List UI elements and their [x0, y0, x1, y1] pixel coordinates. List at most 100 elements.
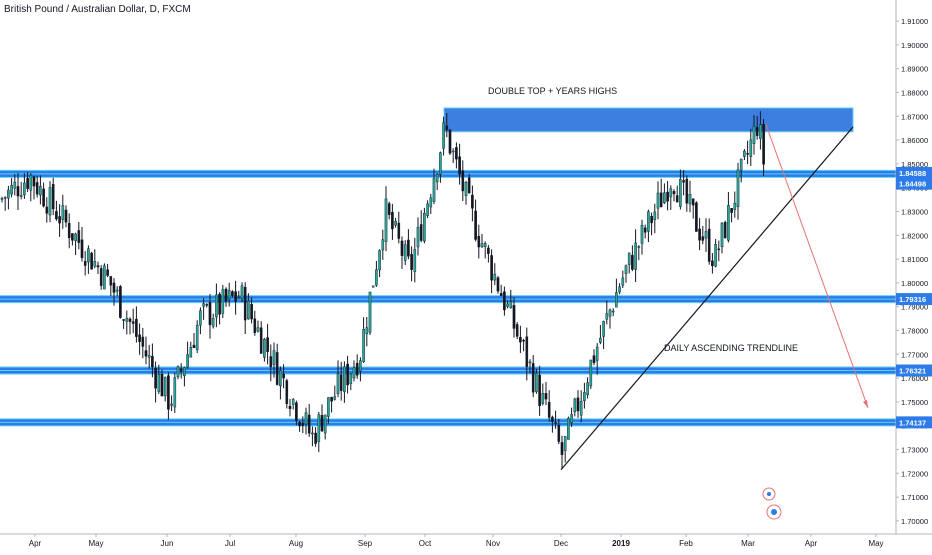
- candle-body: [243, 287, 247, 321]
- candle-body: [621, 277, 625, 286]
- candle-body: [647, 211, 650, 232]
- candle: [755, 115, 759, 140]
- candle-body: [234, 291, 237, 302]
- candle-body: [93, 261, 97, 267]
- candle: [682, 170, 685, 196]
- candle: [205, 303, 209, 308]
- candle: [563, 435, 567, 463]
- candle: [343, 361, 346, 403]
- candle: [541, 383, 545, 406]
- candle-body: [247, 300, 250, 320]
- candle: [605, 300, 609, 325]
- candle: [669, 185, 673, 210]
- candle-body: [605, 313, 609, 320]
- candle-body: [231, 291, 234, 296]
- candle-body: [640, 224, 644, 244]
- candle: [371, 285, 375, 288]
- candle-body: [167, 375, 170, 410]
- candle: [333, 385, 337, 401]
- candle: [199, 307, 202, 335]
- candle: [640, 219, 644, 255]
- candle: [743, 149, 746, 161]
- candle: [615, 278, 618, 308]
- candle: [23, 173, 26, 199]
- candle-body: [467, 177, 471, 194]
- candle: [432, 168, 436, 205]
- candle: [647, 209, 650, 243]
- candle-body: [752, 126, 756, 144]
- candle-body: [13, 181, 17, 189]
- candle: [160, 369, 164, 397]
- candle: [250, 297, 253, 324]
- dividends-icon-dot: [767, 492, 771, 496]
- candle: [186, 341, 189, 369]
- candle: [122, 319, 125, 329]
- candle-body: [263, 339, 266, 358]
- candle-body: [253, 318, 257, 333]
- candle: [339, 361, 343, 401]
- candle: [112, 278, 116, 306]
- candle-body: [157, 374, 161, 392]
- candle: [717, 240, 721, 262]
- candle-body: [528, 361, 532, 364]
- earnings-icon-dot: [771, 509, 777, 515]
- candle: [464, 180, 468, 205]
- candles-layer: [0, 111, 765, 469]
- candle-body: [32, 176, 36, 187]
- candle-body: [330, 396, 333, 402]
- candle: [455, 142, 458, 169]
- candle: [103, 263, 106, 290]
- candle-body: [35, 182, 39, 195]
- price-label-box: [896, 166, 932, 179]
- candle-body: [371, 285, 375, 288]
- candle-body: [58, 216, 61, 224]
- candle-body: [26, 178, 29, 189]
- candle-body: [304, 412, 308, 425]
- price-tick-label: 1.87000: [901, 112, 928, 121]
- candle: [634, 229, 637, 283]
- candle-body: [464, 182, 468, 196]
- candle-body: [525, 336, 529, 367]
- candle-body: [531, 363, 535, 393]
- candle: [240, 282, 244, 303]
- candle: [410, 246, 413, 282]
- candle-body: [659, 192, 663, 208]
- time-tick-label: 2019: [612, 539, 630, 548]
- candle: [611, 308, 615, 317]
- candle-body: [375, 269, 378, 286]
- candle-body: [346, 363, 349, 386]
- candle: [221, 284, 225, 319]
- time-tick-label: Apr: [805, 539, 818, 548]
- candle-body: [3, 197, 7, 199]
- candle: [384, 186, 388, 252]
- candle-body: [208, 302, 212, 326]
- candle: [279, 366, 282, 400]
- candle: [723, 220, 727, 239]
- candle-body: [736, 169, 740, 208]
- candle-body: [179, 368, 183, 372]
- candle-body: [250, 304, 253, 320]
- candle: [176, 365, 180, 380]
- candle: [135, 306, 138, 343]
- candle: [183, 366, 186, 387]
- candle: [512, 297, 516, 338]
- candle-body: [131, 321, 135, 324]
- candle-body: [221, 289, 225, 314]
- candle-body: [61, 205, 65, 220]
- candle-body: [589, 359, 593, 387]
- chart-title: British Pound / Australian Dollar, D, FX…: [4, 4, 191, 15]
- candle-body: [519, 337, 522, 343]
- candle: [560, 435, 564, 469]
- candle: [263, 337, 266, 362]
- candle: [131, 308, 135, 334]
- candle: [208, 293, 212, 339]
- candle: [247, 293, 250, 320]
- candle: [272, 342, 276, 378]
- candle: [733, 191, 737, 218]
- candle: [227, 282, 231, 307]
- candle-body: [368, 291, 372, 333]
- candle-body: [327, 397, 330, 417]
- candle: [720, 222, 724, 254]
